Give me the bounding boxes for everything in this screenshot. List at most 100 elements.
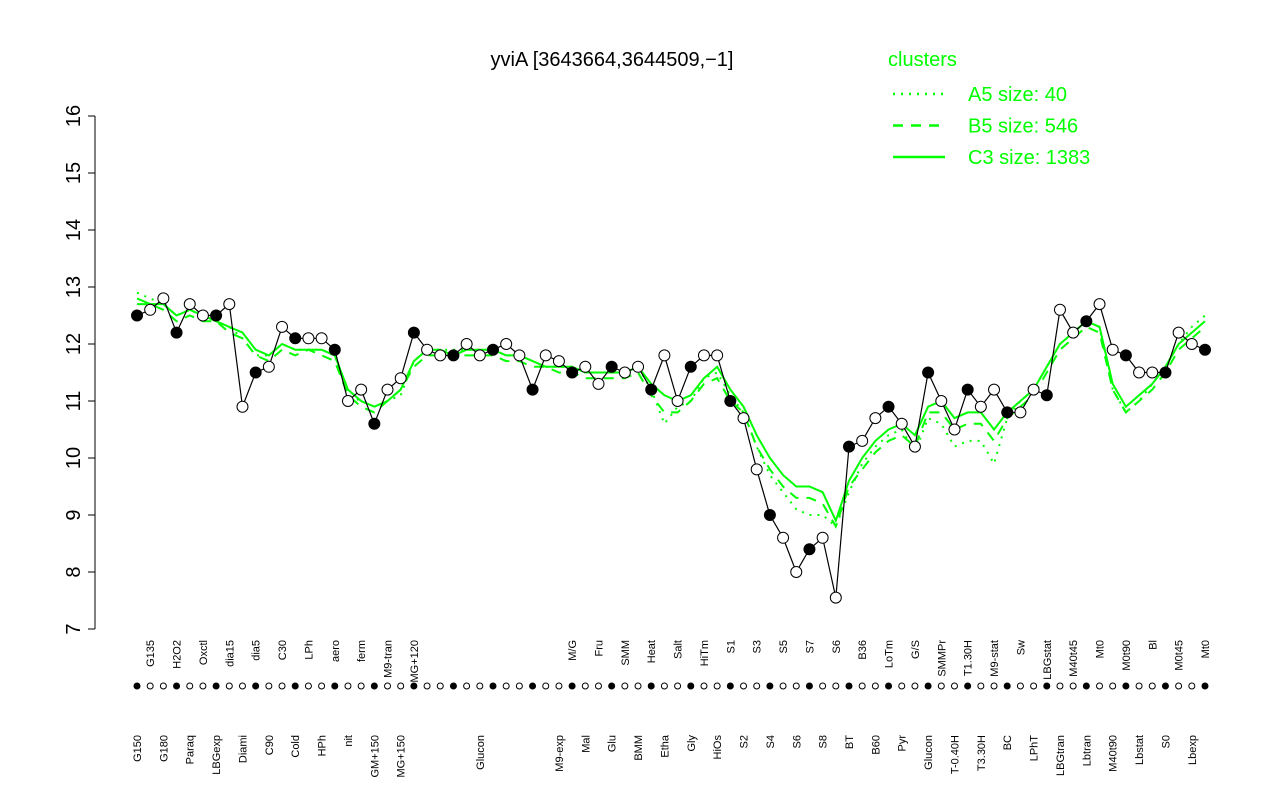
data-point [777,531,790,544]
category-marker [238,682,246,690]
x-tick-label: T-0.40H [949,735,961,774]
data-point [552,355,565,368]
x-tick-label: M9-tran [383,640,395,678]
cluster-line [136,291,1206,529]
data-point [289,332,302,345]
x-tick-label: Cold [290,735,302,758]
category-marker [199,682,207,690]
category-marker [304,682,312,690]
x-tick-label: G/S [910,640,922,659]
category-marker [937,682,945,690]
category-marker [858,682,866,690]
category-marker [1069,682,1077,690]
data-point [605,360,618,373]
data-point [618,366,631,379]
data-point [632,360,645,373]
category-marker [159,682,167,690]
data-point [473,349,486,362]
category-marker [1030,682,1038,690]
data-point [1001,406,1014,419]
category-marker [792,682,800,690]
legend-label: A5 size: 40 [968,84,1067,106]
x-tick-label: LBGtran [1055,735,1067,776]
x-tick-label: SMMPr [936,640,948,677]
category-marker [977,682,985,690]
category-marker [832,682,840,690]
x-tick-label: GM+150 [369,735,381,778]
data-point [974,400,987,413]
category-marker [278,682,286,690]
data-point [276,320,289,333]
category-marker [515,682,523,690]
data-point [170,326,183,339]
x-tick-label: S6 [791,735,803,748]
x-tick-label: B36 [857,640,869,660]
data-point [210,309,223,322]
chart-title: yviA [3643664,3644509,−1] [491,49,734,71]
x-tick-label: M40t45 [1068,640,1080,677]
category-marker [819,682,827,690]
data-point [684,360,697,373]
x-tick-label: MG+150 [396,735,408,778]
category-marker [964,682,972,690]
data-point [1199,343,1211,356]
data-point [895,417,908,430]
category-marker [225,682,233,690]
legend-label: C3 size: 1383 [968,147,1090,169]
category-marker [291,682,299,690]
y-tick-label: 16 [63,105,85,127]
category-marker [1003,682,1011,690]
data-point [262,360,275,373]
data-point [315,332,328,345]
category-marker [186,682,194,690]
data-point [196,309,209,322]
data-point [592,377,605,390]
data-point [302,332,315,345]
x-tick-label: S4 [765,735,777,748]
category-marker [674,682,682,690]
data-point [487,343,499,356]
x-tick-label: C90 [264,735,276,755]
x-tick-label: S5 [778,640,790,653]
x-tick-label: Fru [593,640,605,657]
x-tick-label: Glucon [475,735,487,770]
category-marker [1016,682,1024,690]
category-marker [331,682,339,690]
x-tick-label: M9-stat [989,640,1001,677]
x-tick-label: G150 [132,735,144,762]
category-marker [924,682,932,690]
x-tick-label: Diami [237,735,249,763]
x-tick-label: Gly [686,735,698,752]
data-point [460,338,473,350]
x-tick-label: SMM [620,640,632,666]
category-marker [384,682,392,690]
x-tick-label: Lbexp [1187,735,1199,765]
data-point [671,395,684,407]
category-marker [726,682,734,690]
x-tick-label: T1.30H [963,640,975,676]
x-tick-label: S8 [818,735,830,748]
category-marker [608,682,616,690]
data-point [447,349,460,362]
category-marker [911,682,919,690]
data-point [1106,343,1119,356]
data-point [988,383,1001,396]
category-marker [1148,682,1156,690]
y-tick-label: 14 [63,219,85,241]
data-point [935,395,948,407]
data-point [737,412,750,425]
category-marker [1175,682,1183,690]
data-point [816,531,829,544]
x-tick-label: M40t90 [1108,735,1120,772]
category-marker [212,682,220,690]
category-marker [805,682,813,690]
x-tick-label: Lbtran [1081,735,1093,766]
x-tick-label: dia5 [251,640,263,661]
data-point [724,395,737,407]
data-point [803,543,816,556]
data-point [1053,303,1066,316]
x-tick-label: Heat [646,640,658,663]
x-tick-label: Pyr [897,735,909,752]
data-point [1093,298,1106,311]
x-tick-label: Mal [580,735,592,753]
